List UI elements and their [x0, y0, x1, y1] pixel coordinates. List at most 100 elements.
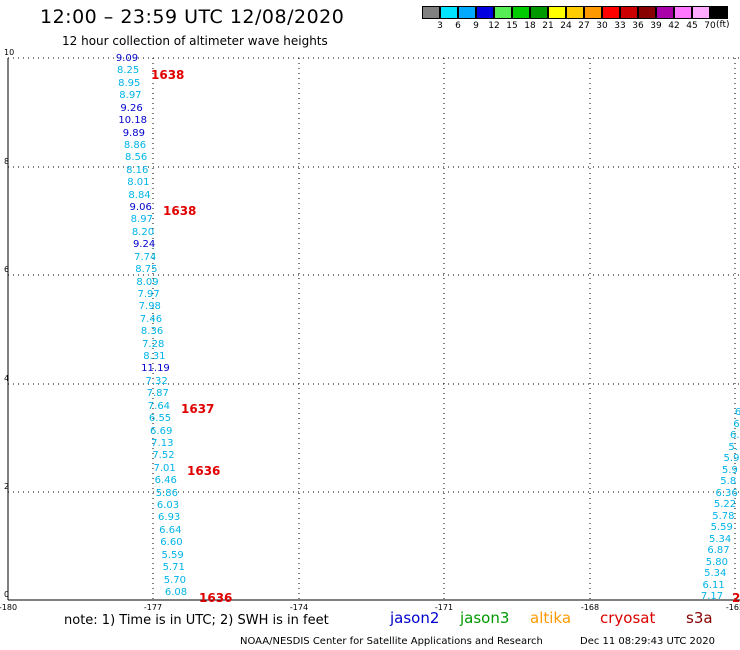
wave-height-value: 9.09 — [115, 53, 139, 64]
wave-height-value: 8.75 — [135, 264, 158, 276]
scale-swatch — [710, 6, 728, 19]
wave-height-value: 5.9 — [721, 464, 738, 476]
pass-number-tag: 1636 — [187, 464, 221, 478]
scale-label: 42 — [668, 21, 680, 31]
scale-label: 27 — [578, 21, 590, 31]
scale-label: 70 — [704, 21, 716, 31]
wave-height-value: 6.11 — [702, 579, 725, 591]
wave-height-value: 6.60 — [160, 537, 183, 549]
wave-height-value: 6.36 — [715, 487, 738, 499]
wave-height-value: 7.52 — [152, 450, 175, 462]
wave-height-value: 7.13 — [151, 437, 174, 449]
wave-height-value: 5.8 — [720, 476, 737, 487]
wave-height-value: 7.32 — [145, 375, 168, 387]
wave-height-value: 6.03 — [156, 500, 180, 512]
mission-legend-item: cryosat — [600, 609, 656, 627]
wave-height-value: 6.46 — [154, 475, 177, 487]
scale-label: 15 — [506, 21, 518, 31]
wave-height-value: 6.69 — [150, 425, 173, 437]
wave-height-value: 9.89 — [122, 127, 145, 139]
wave-height-value: 5.70 — [163, 574, 186, 586]
wave-height-value: 8.86 — [123, 139, 147, 151]
scale-swatch — [458, 6, 476, 19]
x-tick-label: -171 — [434, 603, 454, 612]
y-tick-label: 10 — [4, 48, 15, 57]
wave-height-value: 10.18 — [118, 115, 148, 127]
scale-label: 24 — [560, 21, 572, 31]
scale-swatch — [422, 6, 440, 19]
wave-height-value: 5.86 — [155, 487, 179, 499]
scale-swatch — [548, 6, 566, 19]
wave-height-value: 6.64 — [159, 524, 182, 536]
wave-height-value: 7.01 — [153, 462, 176, 474]
scale-label: 36 — [632, 21, 644, 31]
scale-swatch — [602, 6, 620, 19]
scale-label: 6 — [455, 21, 461, 31]
wave-height-value: 8.31 — [143, 351, 166, 363]
wave-height-value: 5.59 — [161, 549, 184, 561]
wave-height-value: 8.84 — [128, 189, 151, 201]
scale-label: 45 — [686, 21, 698, 31]
wave-height-value: 7.17 — [700, 591, 724, 602]
scale-label: 9 — [473, 21, 479, 31]
scale-label: 3 — [437, 21, 443, 31]
wave-height-value: 7.74 — [134, 251, 157, 263]
wave-height-value: 8.01 — [127, 177, 150, 189]
wave-height-value: 8.20 — [131, 226, 155, 238]
y-tick-label: 8 — [4, 157, 10, 166]
wave-height-value: 8.97 — [119, 90, 142, 102]
wave-height-value: 7.87 — [146, 388, 169, 400]
scale-label: 21 — [542, 21, 554, 31]
wave-height-value: 5. — [728, 441, 738, 453]
wave-height-value: 6.08 — [164, 587, 188, 598]
y-tick-label: 2 — [4, 482, 10, 491]
wave-height-value: 6.87 — [707, 545, 730, 556]
mission-legend-item: jason2 — [390, 609, 440, 627]
scale-swatch — [692, 6, 710, 19]
wave-height-value: 9.24 — [132, 239, 156, 251]
scale-unit: (ft) — [716, 20, 730, 30]
wave-height-value: 5.34 — [704, 568, 727, 579]
wave-height-value: 6.93 — [158, 512, 181, 524]
wave-height-value: 7.98 — [138, 301, 161, 313]
y-tick-label: 4 — [4, 374, 10, 383]
scale-label: 33 — [614, 21, 626, 31]
y-tick-label: 0 — [4, 590, 10, 599]
x-tick-label: -180 — [0, 603, 18, 612]
mission-legend-item: jason3 — [460, 609, 510, 627]
pass-number-tag: 1636 — [199, 591, 233, 605]
timestamp-text: Dec 11 08:29:43 UTC 2020 — [580, 636, 715, 647]
scale-swatch — [674, 6, 692, 19]
scale-swatch — [584, 6, 602, 19]
wave-height-value: 7.46 — [139, 313, 163, 325]
scale-swatch — [440, 6, 458, 19]
wave-height-value: 6 — [734, 407, 740, 418]
scale-label: 30 — [596, 21, 608, 31]
x-tick-label: -168 — [580, 603, 600, 612]
scale-label: 18 — [524, 21, 536, 31]
pass-number-tag: 1638 — [163, 204, 197, 218]
wave-height-value: 5.34 — [708, 533, 732, 545]
wave-height-value: 9.06 — [129, 202, 152, 214]
scale-label: 12 — [488, 21, 500, 31]
wave-height-value: 7.97 — [137, 288, 160, 300]
wave-height-value: 7.28 — [142, 338, 165, 350]
wave-height-value: 5.71 — [162, 562, 185, 574]
scale-swatch — [566, 6, 584, 19]
x-tick-label: -177 — [143, 603, 163, 612]
map-title: 12:00 – 23:59 UTC 12/08/2020 — [40, 6, 345, 28]
wave-height-value: 5.80 — [705, 556, 729, 568]
wave-height-value: 9.26 — [120, 102, 143, 114]
wave-height-value: 6. — [729, 430, 740, 441]
wave-height-value: 8.16 — [126, 164, 149, 176]
wave-height-value: 7.64 — [147, 400, 171, 412]
y-tick-label: 6 — [4, 265, 10, 274]
wave-height-value: 8.56 — [124, 152, 148, 164]
wave-height-value: 6.55 — [148, 413, 172, 425]
wave-height-value: 8.97 — [130, 214, 153, 226]
wave-height-value: 8.25 — [116, 65, 140, 77]
scale-swatch — [512, 6, 530, 19]
pass-number-tag: 1638 — [151, 68, 185, 82]
pass-number-tag: 2 — [732, 591, 740, 605]
